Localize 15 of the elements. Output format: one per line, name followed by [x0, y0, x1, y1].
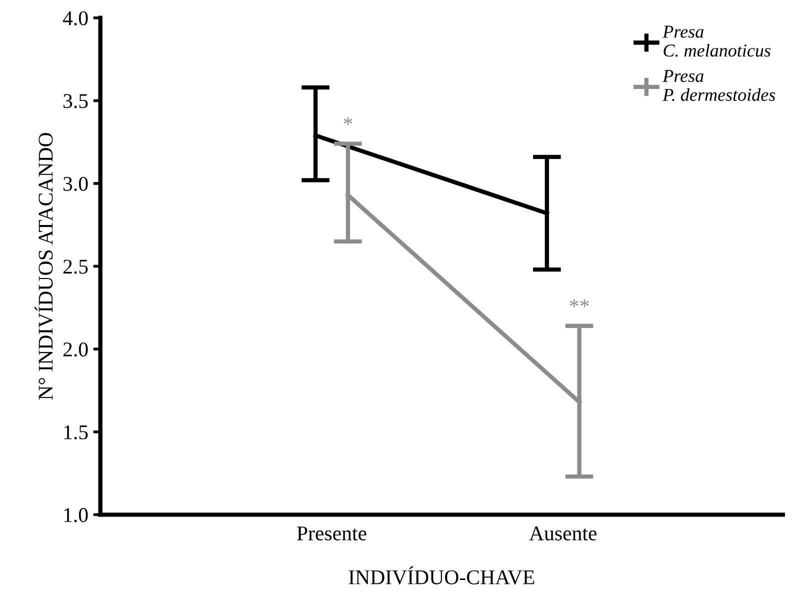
- y-tick-label: 3.5: [64, 94, 88, 108]
- y-tick-label: 1.5: [64, 425, 88, 440]
- x-tick-label: Presente: [297, 526, 366, 540]
- legend-label: Presa P. dermestoides: [662, 70, 776, 102]
- annotation: **: [570, 299, 589, 308]
- annotation: *: [344, 117, 352, 125]
- y-tick-label: 1.0: [64, 508, 88, 522]
- y-axis-title: N° INDIVÍDUOS ATACANDO: [34, 133, 53, 400]
- x-axis-title: INDIVÍDUO-CHAVE: [348, 566, 534, 584]
- y-tick-label: 2.0: [63, 342, 88, 357]
- y-tick-label: 2.5: [63, 260, 88, 274]
- legend-label: Presa C. melanoticus: [662, 26, 770, 57]
- x-tick-label: Ausente: [529, 526, 597, 540]
- y-tick-label: 4.0: [62, 11, 88, 26]
- y-tick-label: 3.0: [64, 176, 88, 191]
